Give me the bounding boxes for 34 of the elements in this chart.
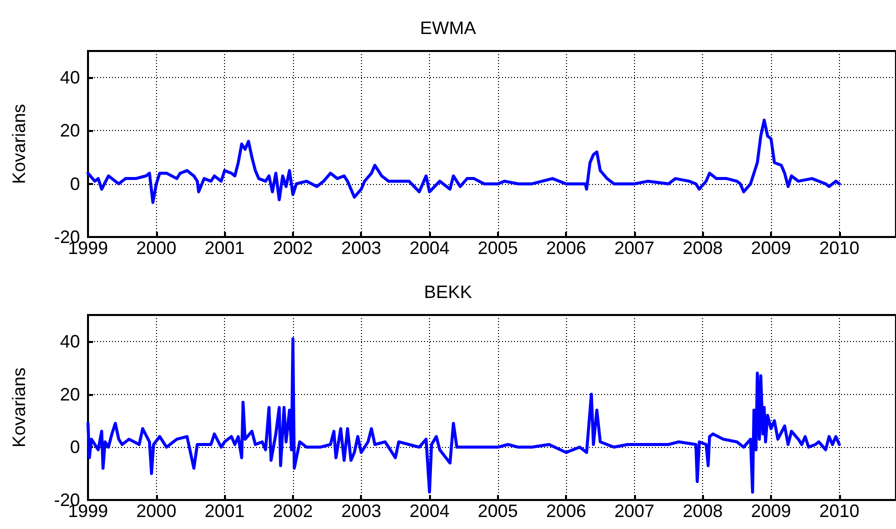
x-tick-label: 2003: [341, 501, 382, 521]
x-tick-label: 2001: [204, 238, 245, 258]
x-tick-label: 2009: [750, 501, 792, 521]
x-tick-label: 2007: [614, 238, 654, 258]
y-tick-label: 0: [70, 174, 80, 194]
x-tick-label: 2005: [478, 238, 518, 258]
x-tick-label: 2006: [546, 238, 586, 258]
y-tick-label: 20: [60, 384, 80, 404]
y-axis-title: Kovarians: [9, 104, 29, 184]
y-axis-title: Kovarians: [9, 367, 29, 448]
line-series: [86, 337, 841, 494]
y-tick-label: 40: [60, 331, 80, 352]
x-tick-label: 2004: [409, 501, 450, 521]
y-tick-label: 40: [60, 68, 80, 88]
x-tick-label: 2003: [341, 238, 382, 258]
line-series: [86, 118, 841, 204]
x-tick-label: 2001: [204, 501, 245, 521]
x-tick-label: 2004: [409, 238, 450, 258]
x-tick-label: 2006: [546, 501, 586, 521]
x-tick-label: 2005: [478, 501, 518, 521]
x-tick-label: 2002: [272, 238, 313, 258]
x-tick-label: 2008: [682, 238, 723, 258]
x-tick-label: 2010: [819, 238, 860, 258]
x-tick-label: 2010: [819, 501, 860, 521]
chart-title: EWMA: [420, 18, 476, 38]
x-tick-label: 2000: [136, 238, 176, 258]
x-tick-label: 2009: [750, 238, 792, 258]
y-tick-label: 0: [70, 437, 80, 458]
x-tick-label: 2008: [682, 501, 723, 521]
x-tick-label: 2000: [136, 501, 176, 521]
y-tick-label: 20: [60, 120, 80, 141]
x-tick-label: 2002: [272, 501, 313, 521]
x-tick-label: 2007: [614, 501, 654, 521]
chart-title: BEKK: [424, 282, 472, 302]
